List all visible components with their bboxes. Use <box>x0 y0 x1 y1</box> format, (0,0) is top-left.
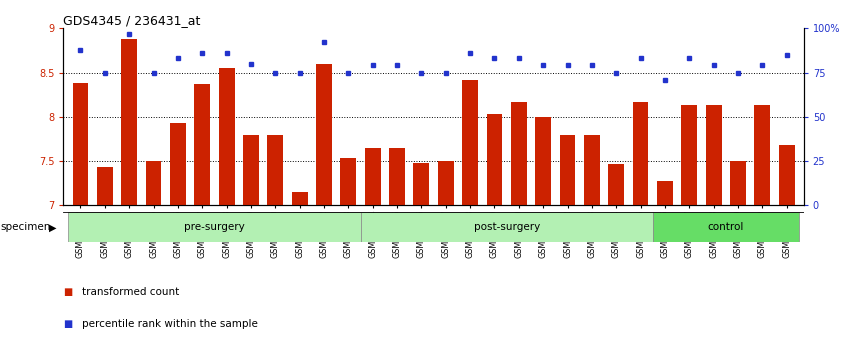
Text: ▶: ▶ <box>49 222 57 232</box>
Text: pre-surgery: pre-surgery <box>184 222 244 233</box>
Bar <box>657 181 673 205</box>
Bar <box>486 114 503 205</box>
Bar <box>316 64 332 205</box>
Bar <box>267 135 283 205</box>
Bar <box>243 135 259 205</box>
Text: specimen: specimen <box>1 222 52 232</box>
Bar <box>653 212 799 242</box>
Bar <box>633 102 649 205</box>
Text: GDS4345 / 236431_at: GDS4345 / 236431_at <box>63 14 201 27</box>
Bar <box>170 123 186 205</box>
Bar <box>511 102 527 205</box>
Bar <box>438 161 453 205</box>
Bar <box>69 212 360 242</box>
Bar <box>97 167 113 205</box>
Bar <box>146 161 162 205</box>
Text: ■: ■ <box>63 319 73 329</box>
Bar <box>414 163 429 205</box>
Text: ■: ■ <box>63 287 73 297</box>
Bar <box>608 164 624 205</box>
Text: percentile rank within the sample: percentile rank within the sample <box>82 319 258 329</box>
Bar <box>73 83 89 205</box>
Bar <box>730 161 746 205</box>
Bar <box>292 192 308 205</box>
Bar <box>584 135 600 205</box>
Bar <box>778 145 794 205</box>
Bar <box>389 148 405 205</box>
Bar <box>340 159 356 205</box>
Bar <box>755 105 770 205</box>
Bar <box>360 212 653 242</box>
Bar <box>706 105 722 205</box>
Bar <box>681 105 697 205</box>
Bar <box>121 39 137 205</box>
Bar <box>536 117 551 205</box>
Text: transformed count: transformed count <box>82 287 179 297</box>
Bar <box>195 84 210 205</box>
Bar <box>462 80 478 205</box>
Bar <box>559 135 575 205</box>
Bar <box>365 148 381 205</box>
Bar <box>218 68 234 205</box>
Text: control: control <box>707 222 744 233</box>
Text: post-surgery: post-surgery <box>474 222 540 233</box>
